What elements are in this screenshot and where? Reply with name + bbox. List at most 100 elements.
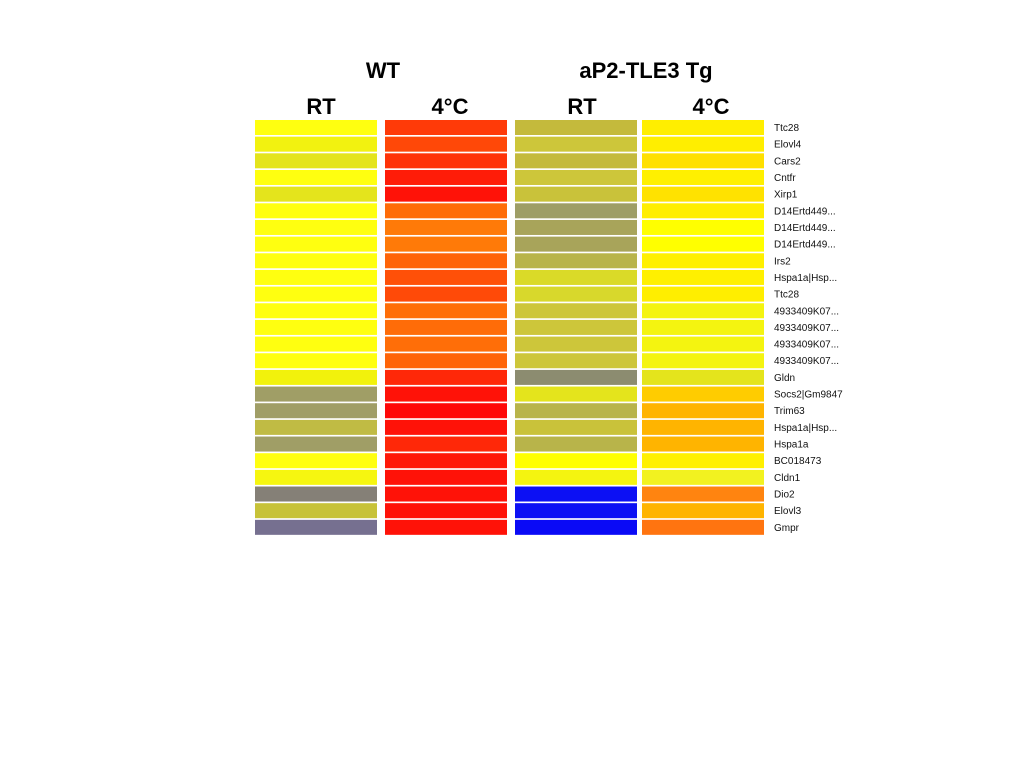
heatmap-cell xyxy=(255,403,377,419)
heatmap-cell xyxy=(255,236,377,252)
heatmap-cell xyxy=(642,436,764,452)
heatmap-cell xyxy=(515,403,637,419)
heatmap-cell xyxy=(515,286,637,302)
heatmap-cell xyxy=(385,403,507,419)
heatmap-cell xyxy=(642,503,764,519)
gene-label: Trim63 xyxy=(774,406,805,417)
heatmap-cell xyxy=(255,369,377,385)
heatmap-cell xyxy=(255,453,377,469)
heatmap-cell xyxy=(255,153,377,169)
heatmap-cell xyxy=(255,203,377,219)
heatmap-cell xyxy=(255,186,377,202)
heatmap-cell xyxy=(255,419,377,435)
gene-labels: Ttc28 Elovl4 Cars2 Cntfr Xirp1 D14Ertd449... D… xyxy=(774,123,843,534)
heatmap-cell xyxy=(385,436,507,452)
heatmap-cell xyxy=(385,469,507,485)
heatmap-cell xyxy=(385,453,507,469)
heatmap-cell xyxy=(385,286,507,302)
heatmap-cell xyxy=(515,353,637,369)
heatmap-cells xyxy=(255,120,764,535)
heatmap-cell xyxy=(385,486,507,502)
gene-label: Socs2|Gm9847 xyxy=(774,390,843,401)
heatmap-cell xyxy=(642,136,764,152)
heatmap-cell xyxy=(642,319,764,335)
gene-label: 4933409K07... xyxy=(774,323,839,334)
heatmap-cell xyxy=(255,219,377,235)
heatmap-cell xyxy=(385,219,507,235)
heatmap-cell xyxy=(255,436,377,452)
heatmap-cell xyxy=(515,136,637,152)
heatmap-cell xyxy=(385,353,507,369)
heatmap-cell xyxy=(642,169,764,185)
heatmap-cell xyxy=(642,269,764,285)
heatmap-cell xyxy=(642,519,764,535)
gene-label: 4933409K07... xyxy=(774,306,839,317)
gene-label: D14Ertd449... xyxy=(774,240,836,251)
heatmap-cell xyxy=(642,153,764,169)
heatmap-cell xyxy=(642,303,764,319)
heatmap-cell xyxy=(515,369,637,385)
heatmap-cell xyxy=(255,253,377,269)
heatmap-cell xyxy=(642,219,764,235)
gene-label: BC018473 xyxy=(774,456,822,467)
heatmap-cell xyxy=(515,269,637,285)
heatmap-cell xyxy=(385,519,507,535)
heatmap-cell xyxy=(642,369,764,385)
heatmap-cell xyxy=(515,186,637,202)
heatmap-cell xyxy=(642,120,764,135)
gene-label: Cars2 xyxy=(774,156,801,167)
heatmap-cell xyxy=(385,153,507,169)
heatmap-cell xyxy=(642,386,764,402)
heatmap-cell xyxy=(515,453,637,469)
gene-label: D14Ertd449... xyxy=(774,223,836,234)
gene-label: Dio2 xyxy=(774,490,795,501)
heatmap-cell xyxy=(515,120,637,135)
heatmap-cell xyxy=(642,286,764,302)
heatmap-cell xyxy=(255,319,377,335)
gene-label: Hspa1a|Hsp... xyxy=(774,273,837,284)
heatmap-cell xyxy=(385,169,507,185)
heatmap-cell xyxy=(515,503,637,519)
gene-label: 4933409K07... xyxy=(774,340,839,351)
heatmap-cell xyxy=(255,120,377,135)
heatmap-cell xyxy=(515,169,637,185)
heatmap-cell xyxy=(515,219,637,235)
heatmap-cell xyxy=(642,453,764,469)
gene-label: Irs2 xyxy=(774,256,791,267)
heatmap-cell xyxy=(255,469,377,485)
column-label-wt-rt: RT xyxy=(306,94,336,119)
heatmap-cell xyxy=(385,269,507,285)
heatmap-cell xyxy=(385,336,507,352)
heatmap-cell xyxy=(642,353,764,369)
heatmap-cell xyxy=(515,153,637,169)
heatmap-cell xyxy=(255,386,377,402)
column-label-tg-rt: RT xyxy=(567,94,597,119)
group-title-ap2-tle3-tg: aP2-TLE3 Tg xyxy=(579,58,712,83)
gene-label: Ttc28 xyxy=(774,123,799,134)
heatmap-cell xyxy=(515,519,637,535)
heatmap-cell xyxy=(642,486,764,502)
heatmap-cell xyxy=(255,286,377,302)
heatmap-cell xyxy=(255,353,377,369)
gene-label: Ttc28 xyxy=(774,290,799,301)
gene-label: D14Ertd449... xyxy=(774,206,836,217)
heatmap-cell xyxy=(385,203,507,219)
gene-label: Elovl4 xyxy=(774,140,802,151)
heatmap-cell xyxy=(385,319,507,335)
gene-label: Cldn1 xyxy=(774,473,801,484)
column-label-tg-4c: 4°C xyxy=(693,94,730,119)
heatmap-cell xyxy=(515,486,637,502)
heatmap-cell xyxy=(515,419,637,435)
gene-label: Cntfr xyxy=(774,173,796,184)
heatmap-cell xyxy=(642,253,764,269)
heatmap-cell xyxy=(642,469,764,485)
heatmap-cell xyxy=(515,236,637,252)
heatmap-cell xyxy=(515,319,637,335)
heatmap-cell xyxy=(515,336,637,352)
heatmap-cell xyxy=(385,120,507,135)
heatmap-cell xyxy=(385,186,507,202)
heatmap-cell xyxy=(515,386,637,402)
heatmap-cell xyxy=(515,203,637,219)
heatmap-cell xyxy=(515,253,637,269)
